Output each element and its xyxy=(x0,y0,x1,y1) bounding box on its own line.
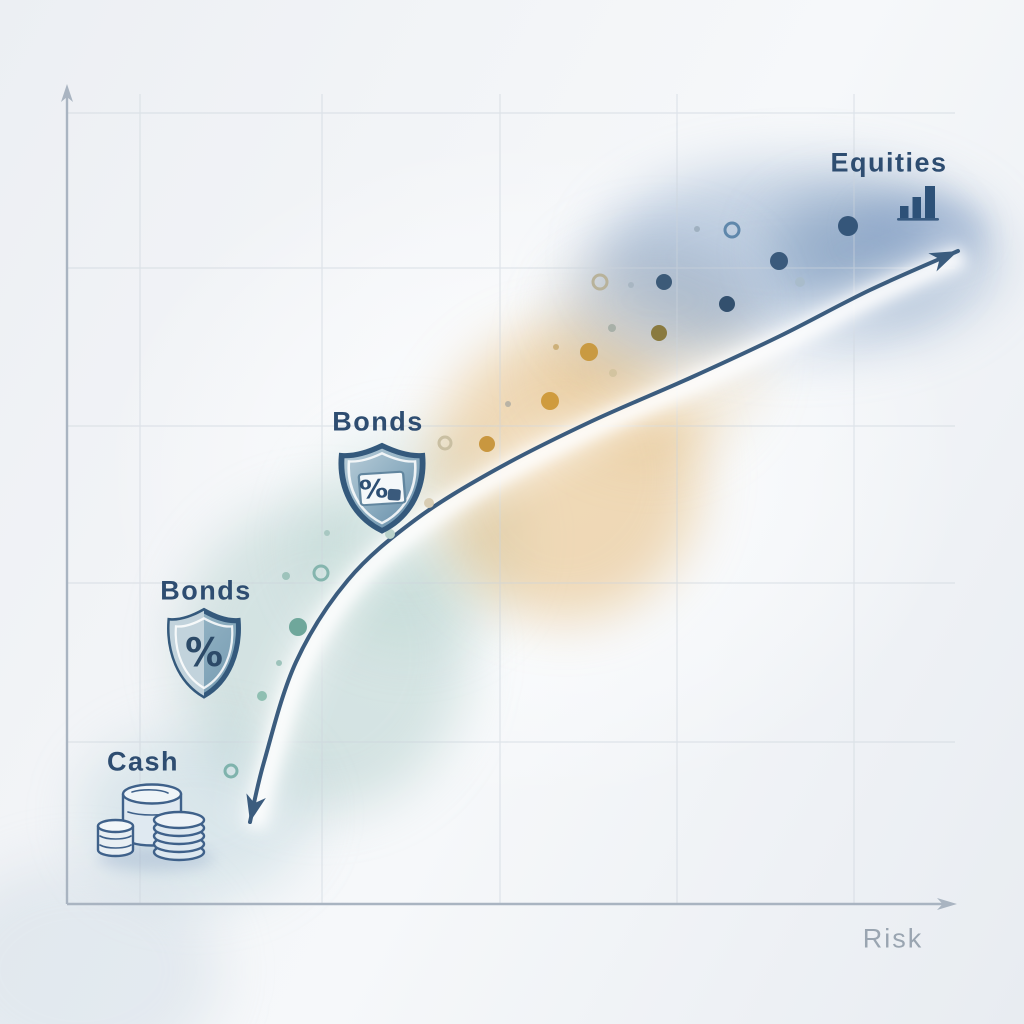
scatter-dot xyxy=(838,216,858,236)
scatter-dot xyxy=(479,436,495,452)
percent-glyph: % xyxy=(185,630,223,676)
risk-return-curve xyxy=(248,249,960,824)
scatter-dot xyxy=(424,498,434,508)
curve-glow-inner xyxy=(245,246,968,830)
scatter-dot xyxy=(312,564,330,582)
cash-label: Cash xyxy=(106,746,180,777)
percent-glyph: % xyxy=(358,475,389,506)
scatter-dot xyxy=(385,529,395,539)
scatter-dot xyxy=(694,226,700,232)
axes xyxy=(61,84,957,910)
scatter-dot xyxy=(719,296,735,312)
y-axis-arrow-icon xyxy=(61,84,73,102)
curve-arrow-down-icon xyxy=(246,793,266,822)
equities-label: Equities xyxy=(830,147,948,178)
bonds-label-upper: Bonds xyxy=(332,406,424,437)
x-axis-label: Risk xyxy=(862,923,924,954)
bonds-label-lower: Bonds xyxy=(160,575,252,606)
scatter-dots xyxy=(223,216,858,779)
scatter-dot xyxy=(505,401,511,407)
scatter-dot xyxy=(723,221,741,239)
scatter-dot xyxy=(223,763,239,779)
coins-icon xyxy=(96,783,214,871)
scatter-dot xyxy=(276,660,282,666)
gridlines xyxy=(68,94,955,903)
scatter-dot xyxy=(795,277,805,287)
scatter-dot xyxy=(324,530,330,536)
scatter-dot xyxy=(656,274,672,290)
scatter-dot xyxy=(553,344,559,350)
scatter-dot xyxy=(437,435,453,451)
scatter-dot xyxy=(628,282,634,288)
shield-percent-icon: % xyxy=(167,607,241,699)
curve-arrow-up-icon xyxy=(928,251,958,272)
bar-chart-icon xyxy=(897,186,939,221)
scatter-dot xyxy=(608,324,616,332)
scatter-dot xyxy=(609,369,617,377)
scatter-dot xyxy=(289,618,307,636)
curve-glow-outer xyxy=(232,234,973,833)
scatter-dot xyxy=(591,273,609,291)
scatter-dot xyxy=(580,343,598,361)
scatter-dot xyxy=(282,572,290,580)
shield-percent-icon: % xyxy=(338,442,426,534)
x-axis-arrow-icon xyxy=(937,898,957,910)
scatter-dot xyxy=(770,252,788,270)
scatter-dot xyxy=(651,325,667,341)
scatter-dot xyxy=(541,392,559,410)
scatter-dot xyxy=(257,691,267,701)
